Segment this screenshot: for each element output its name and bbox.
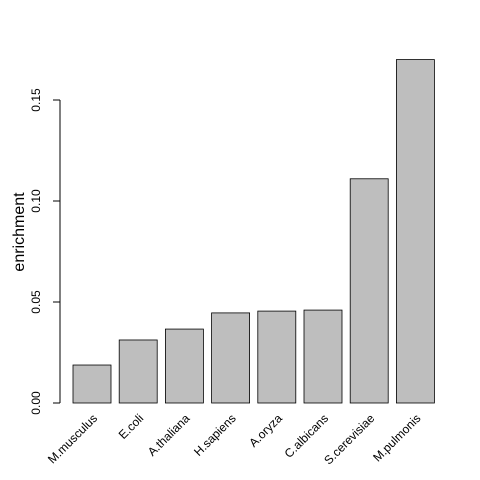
bar (164, 328, 204, 404)
x-tick-label: A.thaliana (145, 411, 193, 459)
bar (349, 178, 389, 404)
x-tick-label: M.pulmonis (370, 411, 423, 464)
x-tick-label: C.albicans (282, 411, 332, 461)
bar (118, 339, 158, 404)
x-tick-label: H.sapiens (191, 411, 239, 459)
y-tick-label: 0.15 (29, 88, 43, 112)
y-tick-label: 0.00 (29, 391, 43, 415)
bar (257, 310, 297, 404)
y-tick-label: 0.05 (29, 290, 43, 314)
x-tick-label: S.cerevisiae (321, 411, 377, 467)
y-tick-label: 0.10 (29, 189, 43, 213)
x-tick-label: A.oryza (246, 411, 285, 450)
bar (72, 364, 112, 404)
x-tick-label: E.coli (116, 411, 147, 442)
bar (395, 59, 435, 404)
bar (211, 312, 251, 404)
y-axis-label: enrichment (11, 192, 28, 272)
x-tick-label: M.musculus (45, 411, 100, 466)
bar (303, 309, 343, 404)
